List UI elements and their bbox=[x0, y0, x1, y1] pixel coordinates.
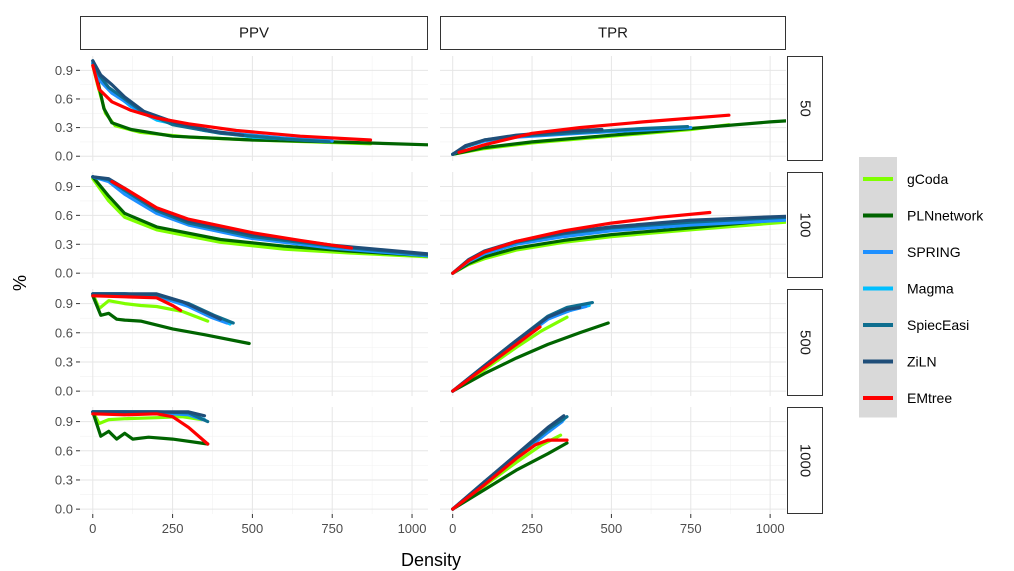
legend-label-magma: Magma bbox=[907, 281, 954, 297]
y-tick-label: 0.0 bbox=[55, 266, 73, 281]
x-tick-label: 250 bbox=[521, 521, 543, 536]
series-line-emtree bbox=[451, 210, 712, 275]
panel-ppv-500 bbox=[80, 289, 428, 396]
panel-ppv-1000 bbox=[80, 407, 428, 514]
series-line-emtree bbox=[451, 438, 569, 511]
legend-label-emtree: EMtree bbox=[907, 390, 952, 406]
series-line-plnnetwork bbox=[91, 175, 428, 258]
y-tick-label: 0.0 bbox=[55, 502, 73, 517]
series-line-emtree bbox=[91, 294, 183, 312]
x-tick-label: 1000 bbox=[398, 521, 427, 536]
series-line-plnnetwork bbox=[451, 217, 786, 275]
x-tick-label: 0 bbox=[89, 521, 96, 536]
strip-100 bbox=[787, 172, 823, 278]
legend: gCoda PLNnetwork SPRING Magma SpiecEasi ZiLN E… bbox=[859, 157, 984, 418]
legend-label-plnnetwork: PLNnetwork bbox=[907, 208, 984, 224]
x-tick-label: 250 bbox=[162, 521, 184, 536]
y-tick-label: 0.6 bbox=[55, 208, 73, 223]
strip-label-100: 100 bbox=[797, 212, 814, 237]
x-tick-label: 500 bbox=[242, 521, 264, 536]
series-line-emtree bbox=[451, 325, 542, 393]
series-line-plnnetwork bbox=[451, 321, 610, 393]
x-axis-title: Density bbox=[401, 550, 461, 570]
y-tick-label: 0.3 bbox=[55, 120, 73, 135]
panel-ppv-100 bbox=[80, 172, 428, 278]
series-line-ziln bbox=[91, 410, 207, 418]
y-tick-label: 0.6 bbox=[55, 443, 73, 458]
series-line-plnnetwork bbox=[91, 410, 210, 446]
y-tick-label: 0.3 bbox=[55, 354, 73, 369]
series-line-spring bbox=[91, 175, 428, 258]
series-line-plnnetwork bbox=[451, 441, 569, 511]
strip-label-ppv: PPV bbox=[239, 25, 269, 42]
panel-tpr-500 bbox=[440, 289, 786, 396]
y-tick-label: 0.9 bbox=[55, 296, 73, 311]
series-line-emtree bbox=[457, 113, 731, 154]
x-tick-label: 1000 bbox=[756, 521, 785, 536]
series-line-ziln bbox=[91, 292, 223, 321]
legend-label-gcoda: gCoda bbox=[907, 171, 948, 187]
x-tick-label: 750 bbox=[680, 521, 702, 536]
series-line-ziln bbox=[451, 127, 604, 156]
strip-1000 bbox=[787, 407, 823, 514]
axis-ticks: 0.0 0.3 0.6 0.9 0.0 0.3 0.6 0.9 0.0 0.3 0.6 0.9 0.0 0… bbox=[55, 63, 785, 536]
y-tick-label: 0.3 bbox=[55, 237, 73, 252]
y-tick-label: 0.6 bbox=[55, 91, 73, 106]
panel-tpr-1000 bbox=[440, 407, 786, 514]
panel-ppv-50 bbox=[80, 56, 428, 161]
x-tick-label: 750 bbox=[321, 521, 343, 536]
legend-label-ziln: ZiLN bbox=[907, 354, 937, 370]
y-tick-label: 0.0 bbox=[55, 149, 73, 164]
legend-label-spieceasi: SpiecEasi bbox=[907, 317, 969, 333]
legend-label-spring: SPRING bbox=[907, 244, 961, 260]
series-line-gcoda bbox=[91, 410, 203, 426]
y-tick-label: 0.9 bbox=[55, 179, 73, 194]
series-line-plnnetwork bbox=[91, 294, 251, 346]
y-tick-label: 0.3 bbox=[55, 472, 73, 487]
y-tick-label: 0.6 bbox=[55, 325, 73, 340]
strip-500 bbox=[787, 289, 823, 396]
strip-tpr bbox=[440, 16, 786, 50]
series-line-emtree bbox=[91, 412, 210, 446]
x-tick-label: 500 bbox=[601, 521, 623, 536]
strip-label-500: 500 bbox=[797, 330, 814, 355]
strip-50 bbox=[787, 56, 823, 161]
x-tick-label: 0 bbox=[449, 521, 456, 536]
series-line-ziln bbox=[91, 59, 245, 137]
panel-tpr-100 bbox=[440, 172, 786, 278]
series-line-emtree bbox=[110, 180, 353, 250]
y-axis-title: % bbox=[10, 275, 30, 291]
strip-label-50: 50 bbox=[797, 100, 814, 117]
series-line-emtree bbox=[91, 63, 373, 142]
strip-label-1000: 1000 bbox=[797, 444, 814, 477]
series-line-plnnetwork bbox=[451, 119, 786, 156]
panel-tpr-50 bbox=[440, 56, 786, 161]
strip-ppv bbox=[80, 16, 428, 50]
y-tick-label: 0.9 bbox=[55, 63, 73, 78]
strip-label-tpr: TPR bbox=[598, 25, 628, 42]
y-tick-label: 0.9 bbox=[55, 414, 73, 429]
facet-strips: PPV TPR 50 100 500 1000 bbox=[80, 16, 823, 514]
panels-layer bbox=[80, 56, 786, 514]
y-tick-label: 0.0 bbox=[55, 384, 73, 399]
series-line-gcoda bbox=[91, 177, 428, 259]
